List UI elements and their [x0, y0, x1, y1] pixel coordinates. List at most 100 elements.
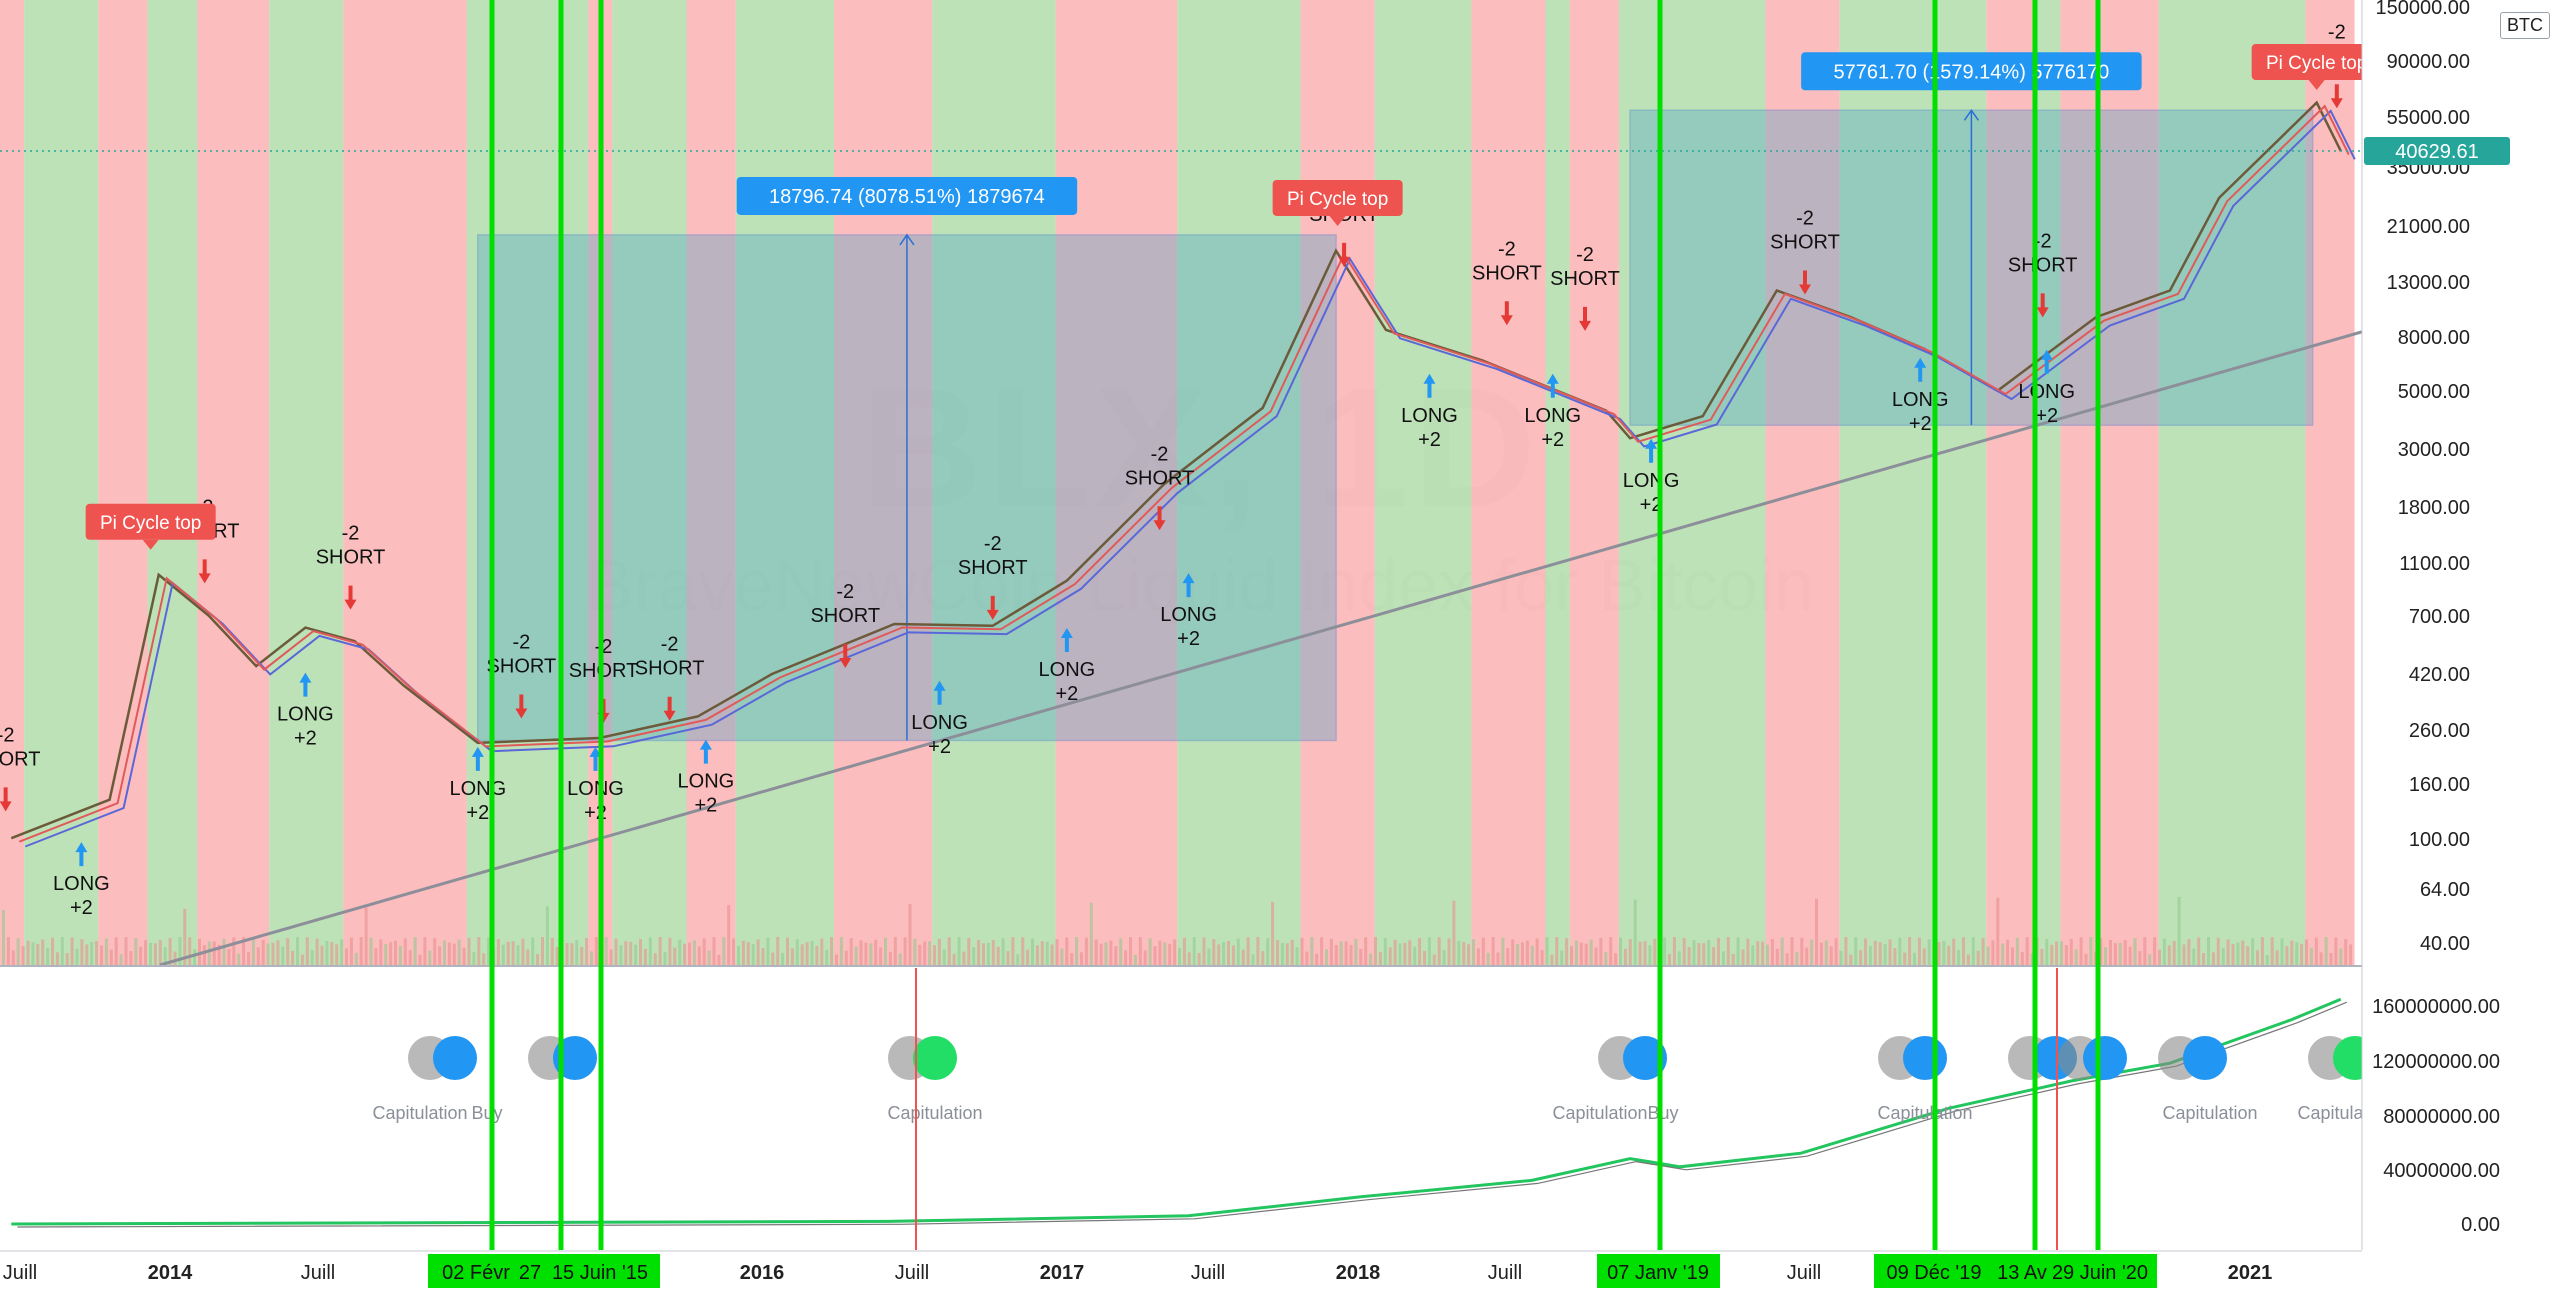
volume-bar: [6, 937, 10, 965]
volume-bar: [2221, 947, 2225, 965]
volume-bar: [585, 937, 589, 965]
volume-bar: [2113, 943, 2117, 965]
volume-bar: [962, 951, 966, 965]
short-arrow-icon: [986, 595, 999, 620]
volume-bar: [217, 944, 221, 965]
volume-bar: [717, 954, 721, 965]
lower-panel: [0, 968, 2362, 1250]
short-signal-label: SHORT: [1770, 231, 1840, 253]
capitulation-label: Buy: [1647, 1103, 1678, 1123]
lower-y-tick-label: 160000000.00: [2372, 996, 2500, 1018]
volume-bar: [1457, 940, 1461, 965]
volume-bar: [1702, 943, 1706, 965]
volume-bar: [1638, 941, 1642, 965]
volume-bar: [2055, 941, 2059, 965]
volume-bar: [2216, 937, 2220, 965]
volume-bar: [1751, 945, 1755, 965]
volume-bar: [1565, 938, 1569, 965]
volume-bar: [1153, 946, 1157, 965]
volume-bar: [786, 937, 789, 965]
short-signal-value: -2: [984, 533, 1002, 555]
volume-bar: [1256, 937, 1260, 965]
volume-bar: [1746, 938, 1750, 965]
ma-line-blue: [24, 109, 2356, 848]
volume-bar: [1354, 938, 1358, 965]
volume-bar: [1550, 954, 1554, 965]
volume-bar: [1996, 897, 2000, 965]
volume-bar: [153, 943, 157, 965]
volume-bar: [256, 947, 260, 965]
volume-bar: [1163, 942, 1167, 965]
volume-bar: [2074, 949, 2078, 965]
volume-bar: [457, 939, 461, 965]
volume-bar: [1065, 937, 1069, 965]
long-signal-value: +2: [70, 897, 93, 919]
volume-bar: [1707, 940, 1711, 965]
volume-bar: [859, 940, 863, 965]
volume-bar: [1570, 946, 1573, 965]
volume-bar: [2040, 948, 2044, 965]
volume-bar: [982, 943, 985, 965]
volume-bar: [2167, 945, 2171, 965]
volume-bar: [340, 939, 344, 965]
volume-bar: [2314, 937, 2318, 965]
volume-bar: [325, 940, 329, 965]
volume-bar: [688, 942, 691, 965]
volume-bar: [1736, 937, 1740, 965]
volume-bar: [198, 938, 201, 965]
volume-bar: [443, 940, 446, 965]
short-signal-value: -2: [2034, 230, 2052, 252]
short-signal-value: -2: [661, 634, 679, 656]
volume-bar: [1648, 945, 1652, 965]
volume-bar: [898, 953, 902, 965]
last-price-label: 40629.61: [2395, 141, 2478, 163]
short-signal-label: SHORT: [487, 656, 557, 678]
volume-bar: [394, 940, 397, 965]
volume-bar: [2344, 939, 2348, 965]
symbol-badge[interactable]: BTC: [2500, 12, 2550, 39]
volume-bar: [884, 937, 887, 965]
volume-bar: [1285, 943, 1289, 965]
short-arrow-icon: [1338, 242, 1351, 267]
volume-bar: [639, 939, 642, 965]
pi-cycle-top-label: Pi Cycle top: [100, 513, 201, 534]
long-signal-value: +2: [1418, 429, 1441, 451]
volume-bar: [1726, 937, 1730, 965]
volume-bar: [364, 907, 368, 965]
volume-bar: [1442, 949, 1446, 965]
volume-bar: [1800, 937, 1804, 965]
volume-bar: [1393, 939, 1397, 965]
volume-bar: [732, 938, 736, 965]
volume-bar: [1653, 938, 1657, 965]
volume-bar: [168, 937, 172, 965]
short-signal-label: SHORT: [316, 547, 386, 569]
volume-bar: [2006, 939, 2010, 965]
x-tick-label: Juill: [1488, 1262, 1522, 1284]
volume-bar: [1878, 942, 1882, 965]
volume-bar: [952, 953, 956, 965]
volume-bar: [653, 953, 657, 965]
volume-bar: [506, 941, 510, 965]
long-arrow-icon: [589, 746, 602, 771]
volume-bar: [1829, 946, 1833, 965]
lower-y-tick-label: 120000000.00: [2372, 1051, 2500, 1073]
short-arrow-icon: [1798, 270, 1811, 295]
short-signal-value: -2: [1576, 244, 1594, 266]
volume-bar: [1849, 954, 1853, 965]
volume-bar: [21, 946, 25, 965]
volume-bar: [879, 947, 883, 965]
x-tick-label: 2021: [2228, 1262, 2273, 1284]
volume-bar: [1202, 937, 1206, 965]
vertical-line-date-label: 02 Févr: [442, 1262, 510, 1284]
volume-bar: [1795, 952, 1799, 965]
volume-bar: [2226, 939, 2230, 965]
x-tick-label: 2014: [148, 1262, 193, 1284]
volume-bar: [1599, 937, 1603, 965]
long-arrow-icon: [1060, 628, 1073, 653]
volume-bar: [2079, 937, 2083, 965]
background-band: [612, 0, 687, 965]
volume-bar: [266, 943, 270, 965]
volume-bar: [864, 942, 868, 965]
y-tick-label: 21000.00: [2387, 216, 2470, 238]
